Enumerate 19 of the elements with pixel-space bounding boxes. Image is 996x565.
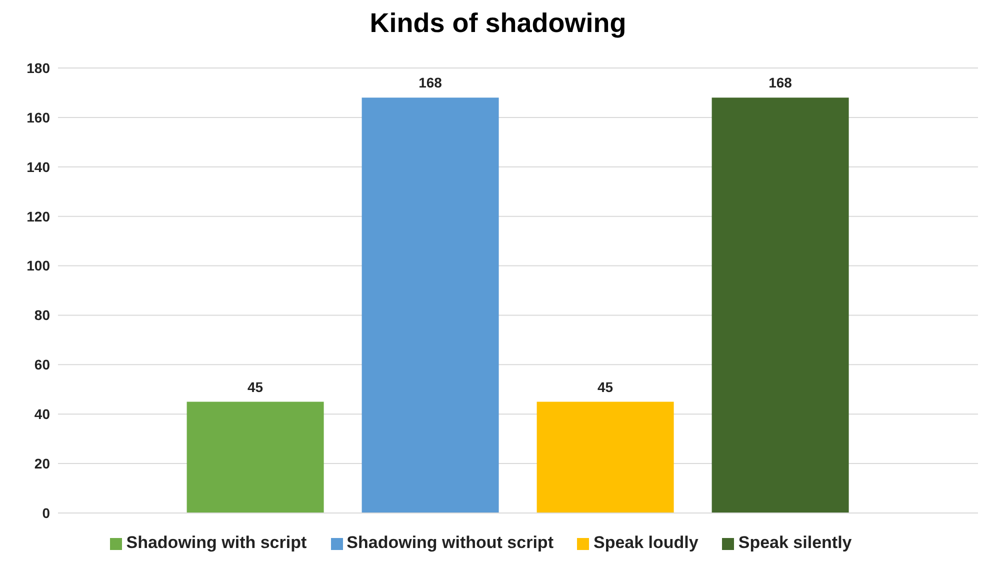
data-label: 45 <box>598 378 614 395</box>
data-label: 168 <box>768 74 792 91</box>
y-tick-label: 100 <box>26 258 50 274</box>
y-tick-label: 140 <box>26 158 50 175</box>
y-tick-label: 160 <box>26 109 50 126</box>
y-tick-label: 180 <box>26 60 50 76</box>
data-label: 168 <box>418 74 442 91</box>
legend-label: Shadowing without script <box>346 533 554 552</box>
y-tick-label: 120 <box>26 208 50 224</box>
data-label: 45 <box>248 378 264 395</box>
legend-label: Speak silently <box>738 533 852 552</box>
y-tick-label: 60 <box>34 356 50 373</box>
legend-label: Speak loudly <box>593 533 698 552</box>
y-tick-label: 20 <box>34 456 50 472</box>
y-tick-label: 80 <box>34 307 50 324</box>
chart-title: Kinds of shadowing <box>368 8 628 40</box>
legend-label: Shadowing with script <box>126 533 307 552</box>
y-tick-label: 0 <box>42 504 50 521</box>
y-tick-label: 40 <box>34 406 50 422</box>
